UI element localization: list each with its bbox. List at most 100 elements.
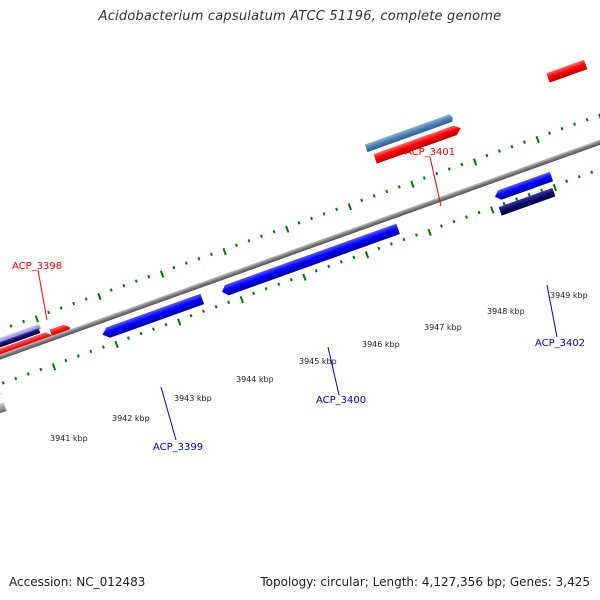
minor-tick [197,256,201,261]
minor-tick [460,162,464,167]
minor-tick [422,176,426,180]
leader-acp-3400 [327,346,340,396]
scale-label: 3949 kbp [550,291,588,300]
gene-label-leaders [37,156,558,441]
minor-tick [314,269,318,273]
minor-tick [272,230,276,234]
minor-tick [89,349,93,354]
gene-arrow-acp-3400[interactable] [220,223,400,297]
minor-tick [247,239,251,243]
minor-tick [289,278,293,282]
minor-tick [134,279,138,283]
major-tick [302,273,307,281]
minor-tick [452,219,456,224]
minor-tick [465,215,468,219]
minor-tick [515,197,519,201]
major-tick [427,228,432,237]
gene-label-acp-3401[interactable]: ACP_3401 [405,147,455,158]
minor-tick [389,242,393,246]
minor-tick [184,261,188,265]
scale-labels: 3941 kbp 3942 kbp 3943 kbp 3944 kbp 3945 kbp… [50,291,588,443]
minor-tick [264,287,268,291]
minor-tick [22,319,26,324]
gene-bar-acp-3402-navy[interactable] [498,187,556,216]
minor-tick [59,306,63,310]
minor-tick [402,237,406,242]
major-tick [51,363,57,371]
gene-bar-left-edge-gray[interactable] [0,402,7,415]
minor-tick [164,322,168,327]
major-tick [598,113,600,121]
minor-tick [260,234,263,239]
gene-arrow-left-edge-blue[interactable] [0,384,1,397]
minor-tick [322,212,326,216]
minor-tick [147,274,151,279]
outer-tick-row [0,113,600,333]
major-tick [535,135,540,144]
scale-label: 3943 kbp [174,394,212,403]
minor-tick [39,367,43,372]
major-tick [222,247,227,256]
minor-tick [527,192,531,197]
scale-label: 3942 kbp [112,414,150,423]
gene-label-acp-3400[interactable]: ACP_3400 [316,395,366,406]
minor-tick [109,288,113,292]
gene-arrow-right-edge[interactable] [546,59,588,83]
gene-arrow-acp-3399[interactable] [101,293,205,340]
scale-label: 3944 kbp [236,375,274,384]
minor-tick [297,221,301,225]
major-tick [114,340,119,349]
minor-tick [385,189,389,194]
inner-tick-row [1,170,594,385]
minor-tick [497,149,501,153]
minor-tick [214,304,218,309]
minor-tick [447,167,451,171]
minor-tick [101,345,105,349]
major-tick [472,158,478,166]
minor-tick [339,260,343,264]
minor-tick [26,372,30,376]
minor-tick [485,153,489,158]
major-tick [177,318,182,326]
topology-text: Topology: circular; Length: 4,127,356 bp… [260,575,590,589]
minor-tick [235,243,238,247]
gene-arrow-acp-3402[interactable] [493,171,554,202]
minor-tick [189,313,193,318]
accession-text: Accession: NC_012483 [9,575,146,589]
minor-tick [122,283,126,288]
leader-acp-3401 [429,156,442,207]
minor-tick [577,174,581,179]
major-tick [159,270,165,278]
gene-label-acp-3398[interactable]: ACP_3398 [12,261,62,272]
minor-tick [14,376,18,381]
gene-label-acp-3399[interactable]: ACP_3399 [153,442,203,453]
minor-tick [585,117,589,122]
major-tick [347,203,352,211]
minor-tick [172,265,176,270]
minor-tick [560,126,564,131]
minor-tick [202,309,206,313]
gene-label-acp-3402[interactable]: ACP_3402 [535,338,585,349]
minor-tick [540,188,544,192]
minor-tick [477,210,481,215]
scale-label: 3945 kbp [299,357,337,366]
minor-tick [1,381,5,385]
minor-tick [372,194,376,198]
leader-acp-3398 [37,269,48,321]
major-tick [239,295,244,304]
scale-label: 3941 kbp [50,434,88,443]
major-tick [364,251,370,259]
minor-tick [277,282,281,287]
leader-acp-3402 [546,284,558,338]
minor-tick [548,131,551,135]
minor-tick [510,144,514,149]
gene-bar-acp-3398-navy[interactable] [0,328,41,350]
gene-bar-acp-3398-lavender[interactable] [0,323,41,346]
gene-arrow-acp-3401-forward[interactable] [373,124,463,164]
gene-arrow-acp-3401[interactable] [364,114,454,153]
minor-tick [397,185,401,189]
major-tick [97,292,102,301]
minor-tick [573,122,576,126]
minor-tick [590,170,594,174]
minor-tick [252,291,256,296]
